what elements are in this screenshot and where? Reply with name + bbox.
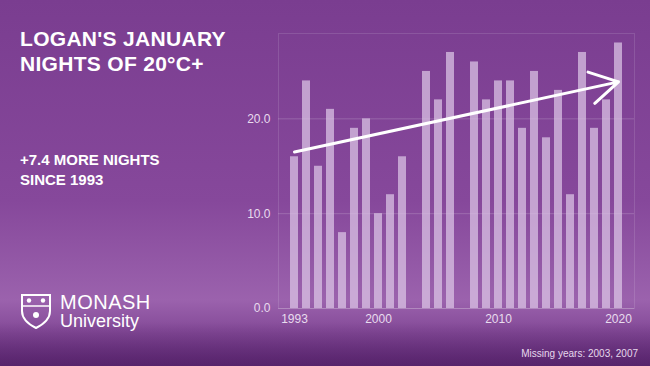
svg-text:0.0: 0.0 bbox=[254, 301, 271, 315]
svg-text:2010: 2010 bbox=[485, 312, 512, 326]
html-text:Missing years: 2003, 2007: Missing years: 2003, 2007 bbox=[521, 348, 638, 359]
html-text:LOGAN'S JANUARY NIGHTS OF 20°C: LOGAN'S JANUARY NIGHTS OF 20°C+ bbox=[20, 27, 226, 76]
html-text:+7.4 MORE NIGHTS SINCE 1993: +7.4 MORE NIGHTS SINCE 1993 bbox=[20, 151, 160, 189]
svg-text:1993: 1993 bbox=[281, 312, 308, 326]
html-text:MONASH: MONASH bbox=[60, 291, 151, 313]
svg-text:20.0: 20.0 bbox=[247, 112, 271, 126]
svg-text:10.0: 10.0 bbox=[247, 207, 271, 221]
svg-text:2000: 2000 bbox=[365, 312, 392, 326]
html-text:University: University bbox=[60, 311, 139, 331]
svg-text:2020: 2020 bbox=[605, 312, 632, 326]
